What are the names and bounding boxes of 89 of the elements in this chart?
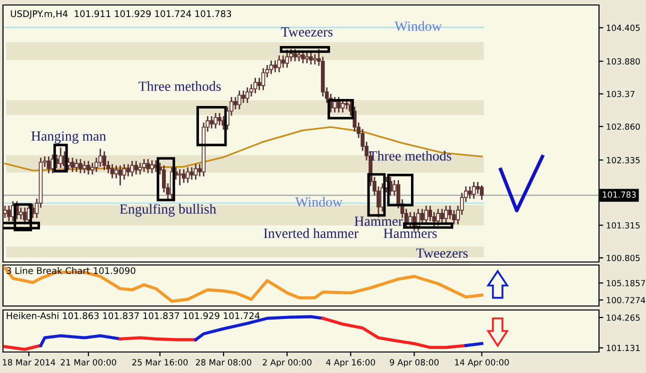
candlestick: [134, 160, 138, 174]
candlestick: [150, 160, 154, 174]
candlestick: [182, 169, 186, 183]
candlestick: [114, 165, 118, 178]
candlestick: [309, 52, 313, 65]
candlestick: [440, 208, 444, 224]
candlestick: [332, 97, 337, 112]
candlestick: [285, 50, 290, 68]
ref-line-label: Window: [295, 196, 342, 207]
candlestick: [110, 164, 114, 178]
y-tick-label: 102.860: [606, 123, 640, 130]
candlestick: [190, 167, 194, 180]
candlestick: [273, 60, 278, 72]
y-tick-label: 101.131: [606, 344, 640, 352]
y-tick-label: 103.37: [606, 90, 634, 98]
y-tick-label: 101.315: [606, 222, 640, 229]
candlestick: [130, 160, 134, 176]
candlestick: [261, 68, 266, 90]
chart-title: Heiken-Ashi 101.863 101.837 101.837 101.929 101.724: [6, 312, 260, 320]
y-tick-label: 100.805: [606, 254, 640, 262]
candlestick: [340, 98, 345, 112]
candlestick: [241, 90, 246, 103]
candlestick: [46, 156, 51, 174]
candlestick: [312, 54, 317, 65]
annotation: Inverted hammer: [264, 228, 358, 238]
x-tick-label: 28 Mar 08:00: [196, 359, 252, 366]
candlestick: [468, 186, 472, 199]
candlestick: [214, 112, 218, 128]
y-tick-label: 100.7274: [606, 296, 646, 304]
candlestick: [480, 185, 484, 200]
x-tick-label: 18 Mar 2014: [2, 359, 56, 366]
candlestick: [126, 164, 130, 176]
x-tick-label: 21 Mar 00:00: [60, 359, 116, 366]
candlestick: [472, 182, 476, 199]
y-tick-label: 103.880: [606, 58, 640, 65]
candlestick: [78, 159, 82, 174]
candlestick: [146, 159, 150, 174]
ref-line-label: 101.783: [602, 191, 636, 198]
candlestick: [253, 78, 258, 94]
candlestick: [281, 55, 286, 68]
y-tick-label: 105.1857: [606, 280, 645, 286]
candlestick: [58, 148, 63, 168]
y-tick-label: 104.265: [606, 314, 640, 321]
candlestick: [305, 52, 309, 64]
candlestick: [194, 164, 198, 180]
annotation: Tweezers: [416, 248, 468, 258]
annotation: Tweezers: [281, 27, 333, 37]
line-series: [321, 316, 468, 349]
y-tick-label: 104.405: [606, 24, 640, 31]
candlestick: [210, 116, 214, 128]
candlestick: [102, 151, 106, 170]
candlestick: [277, 55, 282, 72]
x-tick-label: 9 Apr 08:00: [390, 359, 439, 368]
candlestick: [424, 206, 428, 224]
candlestick: [82, 160, 86, 174]
candlestick: [186, 167, 190, 183]
x-tick-label: 14 Apr 00:00: [455, 359, 509, 368]
x-tick-label: 25 Mar 16:00: [132, 359, 188, 366]
candlestick: [70, 158, 74, 172]
candlestick: [444, 206, 448, 224]
annotation: Hanging man: [31, 131, 106, 144]
line-series: [39, 334, 122, 348]
candlestick: [86, 160, 90, 174]
candlestick: [420, 208, 424, 224]
ref-line-label: Window: [394, 21, 442, 31]
text: USDJPY.m,H4 101.911 101.929 101.724 101.783: [10, 10, 232, 19]
x-tick-label: 4 Apr 16:00: [326, 359, 376, 368]
candlestick: [218, 112, 222, 126]
candlestick: [18, 208, 23, 220]
candlestick: [436, 208, 440, 226]
candlestick: [238, 90, 242, 110]
annotation: Engulfing bullish: [120, 204, 216, 217]
candlestick: [269, 60, 274, 74]
candlestick: [7, 206, 11, 222]
annotation: Hammers: [384, 228, 437, 238]
annotation: Three methods: [138, 81, 221, 91]
line-series: [3, 266, 484, 303]
x-tick-label: 2 Apr 00:00: [262, 359, 312, 368]
candlestick: [22, 208, 27, 224]
candlestick: [118, 165, 122, 186]
annotation: Hammer: [354, 216, 403, 226]
candlestick: [138, 162, 142, 174]
candlestick: [234, 97, 238, 110]
candlestick: [142, 159, 146, 172]
y-tick-label: 102.335: [606, 157, 640, 164]
candlestick: [74, 159, 78, 172]
candlestick: [336, 97, 341, 112]
candlestick: [245, 87, 250, 103]
candlestick: [178, 169, 182, 186]
